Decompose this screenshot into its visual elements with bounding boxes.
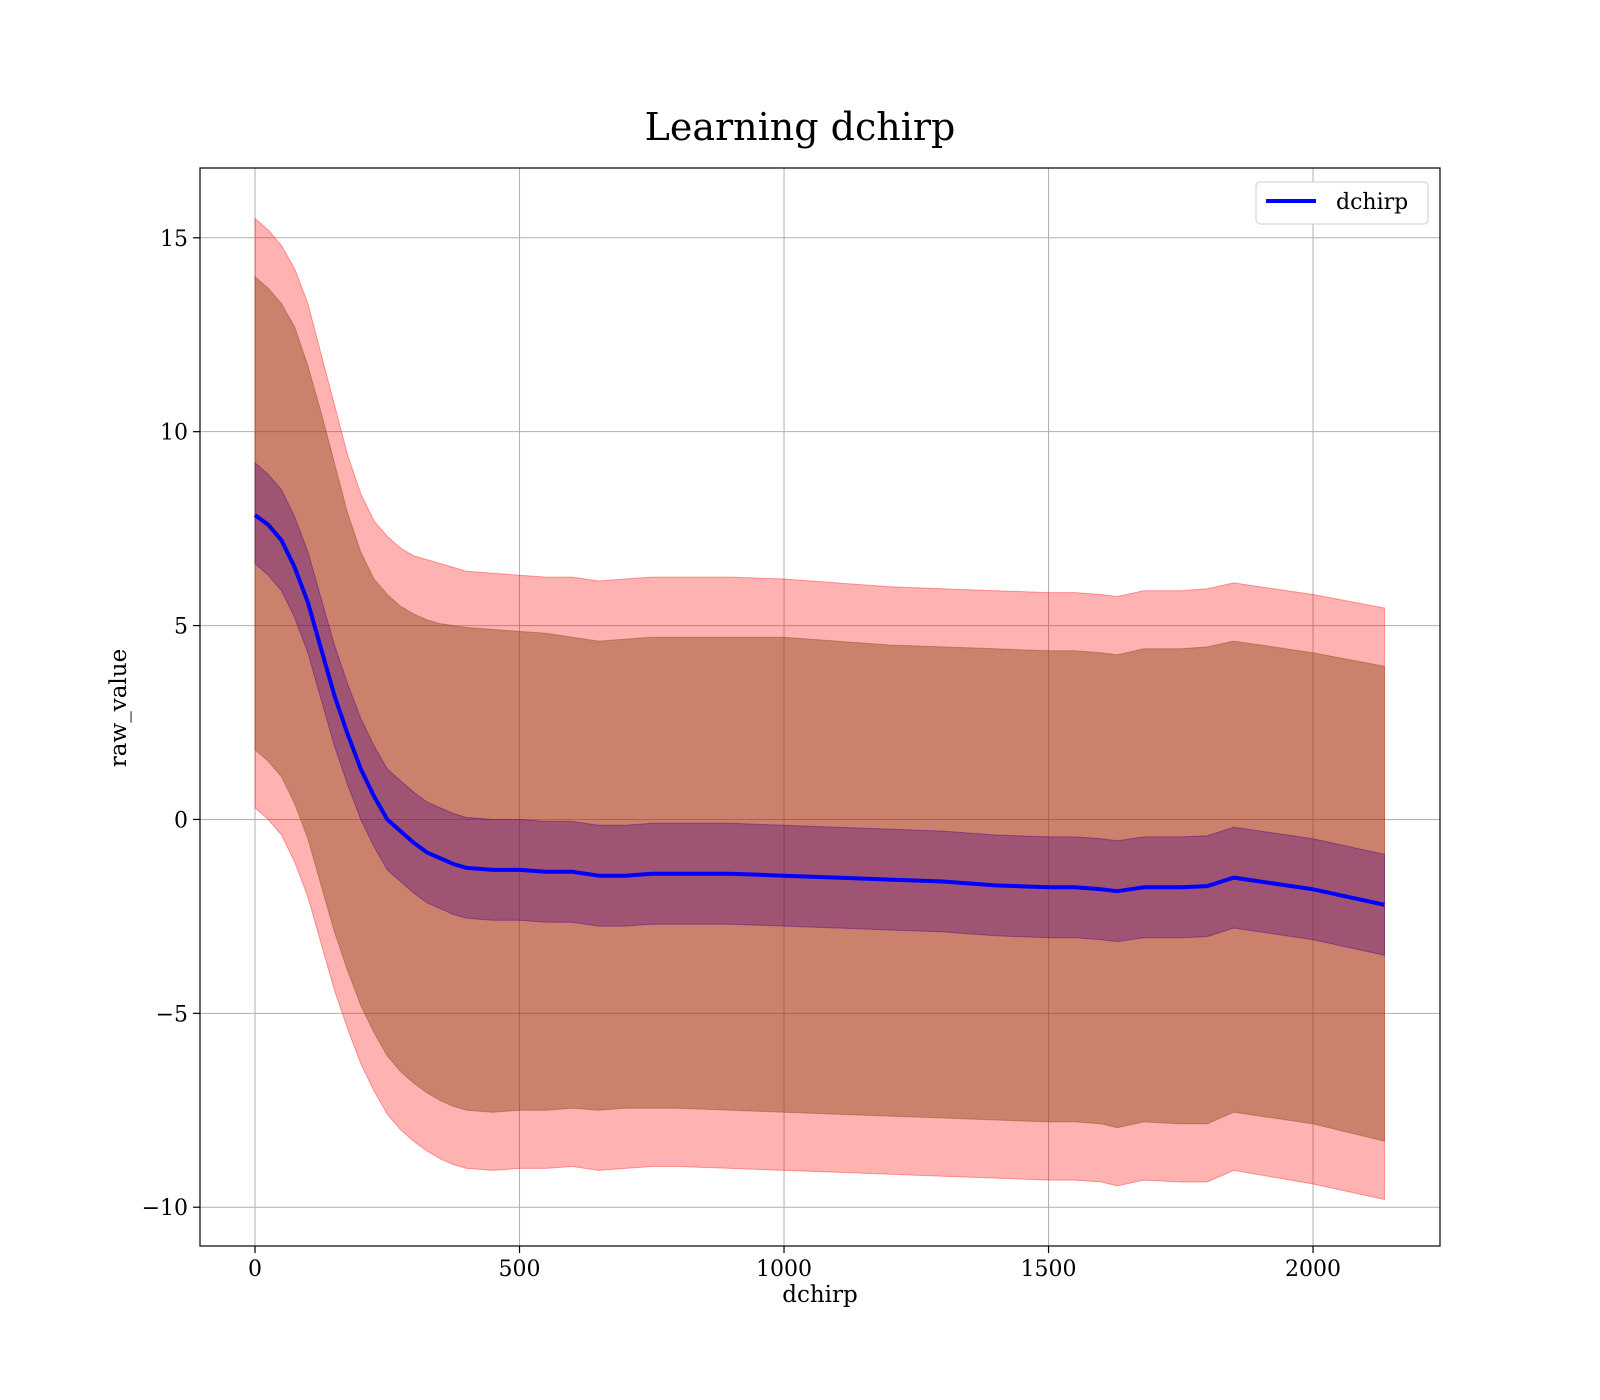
chart-title: Learning dchirp — [645, 105, 956, 149]
bands — [254, 217, 1385, 1201]
x-tick-label: 1500 — [1021, 1257, 1077, 1282]
y-tick-label: 5 — [174, 615, 188, 640]
legend: dchirp — [1255, 181, 1429, 225]
x-tick-label: 2000 — [1285, 1257, 1341, 1282]
plot-frame — [199, 167, 1441, 1247]
x-ticks: 0 500 1000 1500 2000 — [248, 1246, 1341, 1282]
legend-box — [1255, 181, 1429, 225]
y-axis-label: raw_value — [106, 649, 132, 767]
outer-band — [254, 217, 1385, 1201]
x-tick-label: 500 — [499, 1257, 541, 1282]
series-lines — [253, 513, 1385, 907]
y-tick-label: 10 — [160, 421, 188, 446]
series-line-dchirp — [253, 513, 1385, 907]
y-tick-label: −5 — [156, 1002, 188, 1027]
y-ticks: −10 −5 0 5 10 15 — [142, 227, 200, 1221]
y-tick-label: 15 — [160, 227, 188, 252]
x-tick-label: 1000 — [756, 1257, 812, 1282]
legend-label: dchirp — [1336, 190, 1408, 215]
y-tick-label: 0 — [174, 808, 188, 833]
x-tick-label: 0 — [248, 1257, 262, 1282]
x-axis-label: dchirp — [782, 1282, 858, 1308]
y-tick-label: −10 — [142, 1196, 188, 1221]
middle-band — [254, 275, 1385, 1142]
inner-band — [254, 461, 1385, 956]
grid — [200, 168, 1440, 1246]
